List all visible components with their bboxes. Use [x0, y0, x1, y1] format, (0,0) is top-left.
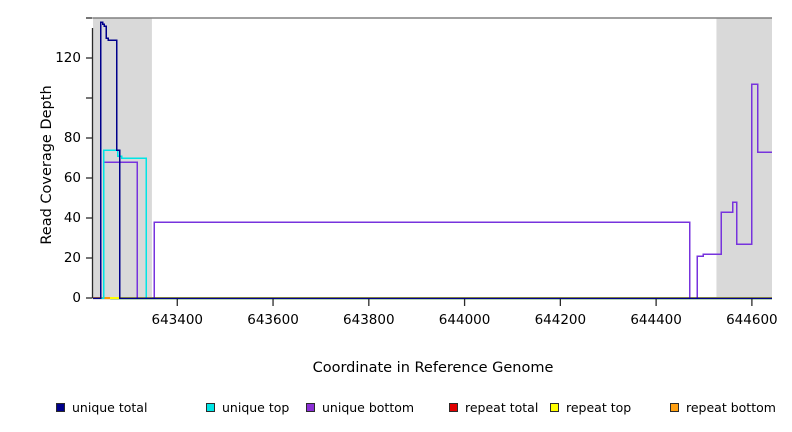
legend-item-unique-total[interactable]: unique total — [56, 398, 147, 416]
x-tick-label-643400: 643400 — [151, 312, 204, 328]
series-layer — [93, 21, 772, 300]
series-unique-bottom — [93, 83, 772, 299]
legend-label: repeat top — [566, 399, 632, 415]
legend-swatch-icon-repeat-total — [449, 402, 458, 412]
series-unique-top — [93, 149, 772, 299]
shaded-region-1 — [716, 18, 772, 298]
chart-legend: unique total unique top unique bottom repea… — [0, 398, 792, 420]
legend-label: unique bottom — [322, 399, 415, 415]
legend-item-repeat-top[interactable]: repeat top — [550, 398, 631, 416]
series-unique-total — [93, 21, 772, 299]
legend-swatch-icon-unique-top — [206, 402, 215, 412]
legend-item-unique-bottom[interactable]: unique bottom — [306, 398, 414, 416]
y-tick-label-0: 0 — [72, 290, 81, 306]
legend-label: repeat bottom — [686, 399, 776, 415]
legend-label: unique total — [72, 399, 148, 415]
y-tick-label-20: 20 — [63, 250, 81, 266]
shaded-regions-layer — [93, 18, 772, 298]
legend-swatch-icon-repeat-bottom — [670, 402, 679, 412]
x-tick-label-644600: 644600 — [726, 312, 778, 328]
x-tick-label-644400: 644400 — [630, 312, 682, 328]
x-tick-label-644000: 644000 — [438, 312, 491, 328]
legend-item-repeat-bottom[interactable]: repeat bottom — [670, 398, 776, 416]
x-axis-title: Coordinate in Reference Genome — [312, 360, 554, 376]
legend-label: repeat total — [465, 399, 539, 415]
legend-swatch-icon-unique-total — [56, 402, 65, 412]
legend-label: unique top — [222, 399, 290, 415]
y-tick-label-80: 80 — [63, 130, 81, 146]
x-tick-label-643600: 643600 — [247, 312, 299, 328]
legend-item-repeat-total[interactable]: repeat total — [449, 398, 538, 416]
legend-swatch-icon-unique-bottom — [306, 402, 315, 412]
y-tick-label-120: 120 — [55, 50, 81, 66]
legend-swatch-icon-repeat-top — [550, 402, 559, 412]
x-tick-label-643800: 643800 — [343, 312, 395, 328]
x-tick-label-644200: 644200 — [534, 312, 587, 328]
y-tick-label-60: 60 — [63, 170, 81, 186]
axis-layer — [86, 17, 772, 306]
legend-item-unique-top[interactable]: unique top — [206, 398, 289, 416]
y-tick-label-40: 40 — [63, 210, 81, 226]
